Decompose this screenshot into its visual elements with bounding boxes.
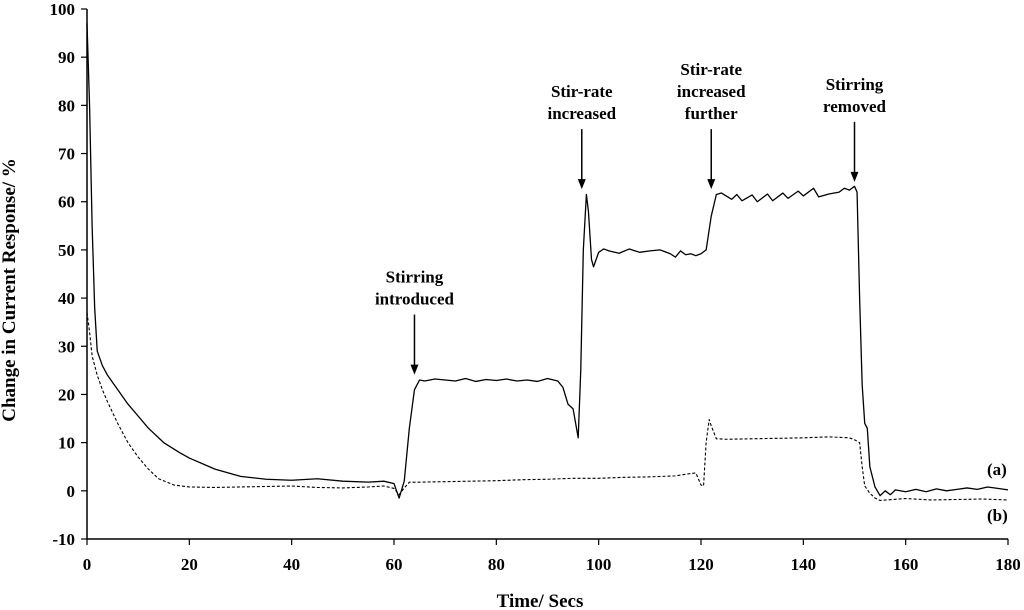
ticks: -10 0 10 20 30 40 50 60 70 80 90 100 0 20 40 60 80 100 120… [50, 0, 1021, 574]
y-tick-label: 70 [58, 145, 75, 164]
annotation-text: increased [677, 82, 746, 101]
y-tick-label: 50 [58, 241, 75, 260]
series-line-b [86, 312, 1009, 501]
annotation-arrow-head [410, 364, 419, 375]
series-line-a [86, 23, 1009, 499]
x-tick-label: 80 [488, 555, 505, 574]
x-tick-label: 140 [791, 555, 817, 574]
y-tick-label: -10 [52, 530, 75, 549]
annotation-arrow-head [707, 179, 716, 190]
annotation-arrow-head [850, 171, 859, 182]
annotation-text: further [685, 104, 738, 123]
y-tick-label: 10 [58, 434, 75, 453]
y-tick-label: 80 [58, 96, 75, 115]
y-tick-label: 30 [58, 337, 75, 356]
x-axis-title: Time/ Secs [497, 591, 584, 610]
annotation-text: removed [823, 97, 886, 116]
annotation-arrow-head [577, 179, 586, 190]
annotation-text: Stirring [826, 75, 884, 94]
annotation-3: Stir-rate increased further [677, 60, 746, 190]
annotations: StirringintroducedStir-rateincreasedStir… [375, 60, 887, 375]
y-tick-label: 20 [58, 385, 75, 404]
annotation-text: introduced [375, 290, 455, 309]
annotation-text: Stir-rate [680, 60, 742, 79]
annotation-text: increased [547, 104, 616, 123]
x-tick-label: 100 [586, 555, 612, 574]
annotation-2: Stir-rate increased [547, 82, 617, 190]
y-tick-label: 90 [58, 48, 75, 67]
x-tick-label: 40 [283, 555, 300, 574]
y-axis-title: Change in Current Response/ % [0, 158, 20, 422]
annotation-text: Stir-rate [551, 82, 613, 101]
y-tick-label: 0 [67, 482, 76, 501]
x-tick-label: 20 [181, 555, 198, 574]
y-tick-label: 100 [50, 0, 76, 19]
x-tick-label: 60 [386, 555, 403, 574]
annotation-4: Stirring removed [823, 75, 887, 182]
annotation-text: Stirring [386, 268, 444, 287]
x-tick-label: 120 [688, 555, 714, 574]
series-label-b: (b) [987, 506, 1008, 525]
y-tick-label: 40 [58, 289, 75, 308]
annotation-1: Stirring introduced [375, 268, 455, 375]
x-tick-label: 160 [893, 555, 919, 574]
series-label-a: (a) [987, 460, 1007, 479]
y-tick-label: 60 [58, 193, 75, 212]
series-layer [86, 23, 1009, 501]
x-tick-label: 180 [995, 555, 1021, 574]
plot-area: -10 0 10 20 30 40 50 60 70 80 90 100 0 20 40 60 80 100 120… [50, 0, 1021, 574]
x-tick-label: 0 [83, 555, 92, 574]
